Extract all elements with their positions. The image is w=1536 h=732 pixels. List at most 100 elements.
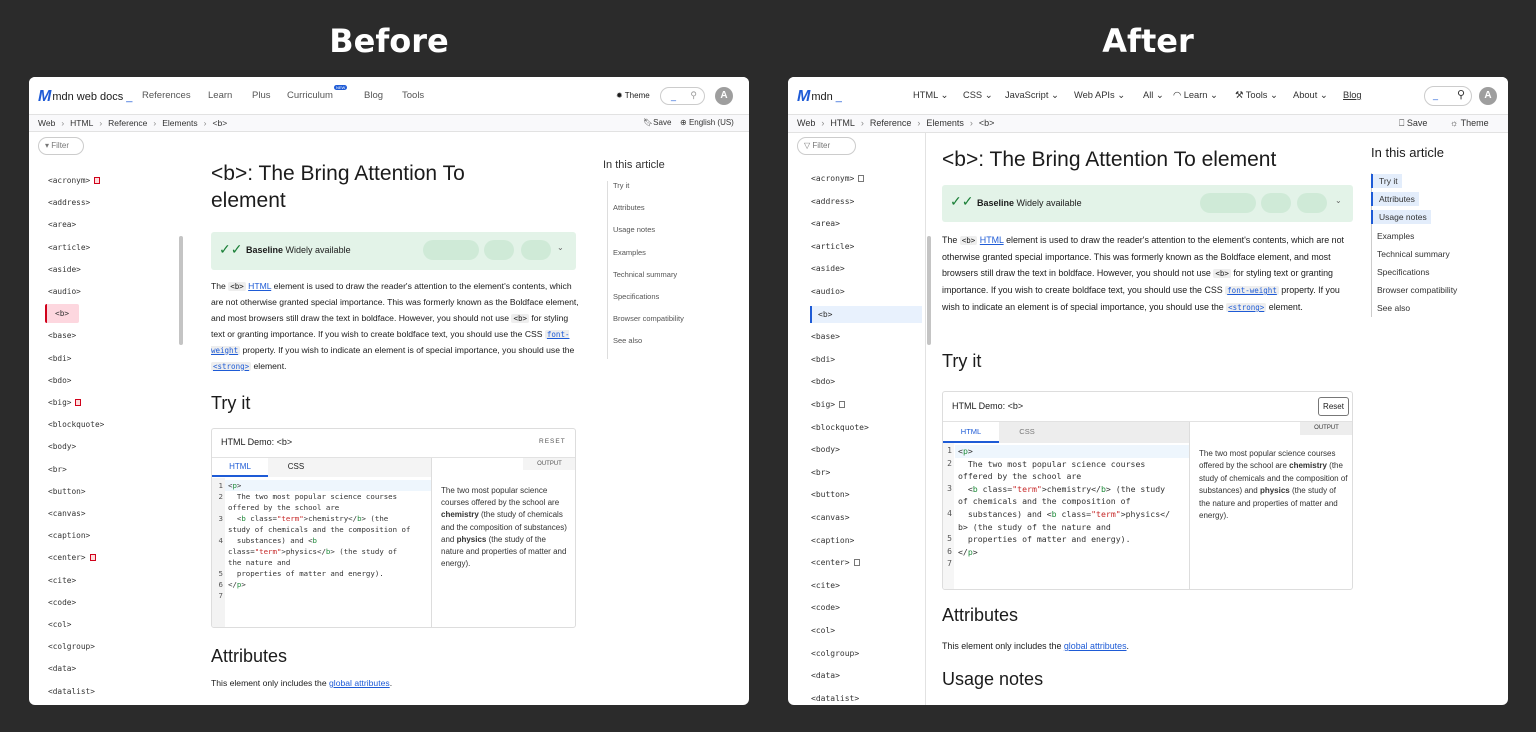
sidebar-item-cite[interactable]: <cite> (811, 580, 840, 590)
reset-button[interactable]: RESET (539, 438, 566, 445)
breadcrumb-html[interactable]: HTML (830, 118, 855, 128)
sidebar-item-big[interactable]: <big> (48, 398, 82, 407)
toc-item-see-also[interactable]: See also (1377, 303, 1411, 314)
nav-about[interactable]: About ⌄ (1293, 90, 1328, 100)
chevron-down-icon[interactable]: ⌄ (1335, 196, 1342, 205)
link-strong[interactable]: <strong> (211, 361, 252, 371)
breadcrumb-reference[interactable]: Reference (869, 118, 912, 128)
sidebar-item-bdo[interactable]: <bdo> (811, 377, 836, 387)
avatar[interactable]: A (1479, 87, 1497, 105)
link-font-weight[interactable]: font-weight (211, 329, 570, 355)
sidebar-item-address[interactable]: <address> (811, 196, 855, 206)
nav-references[interactable]: References (142, 90, 191, 101)
avatar[interactable]: A (715, 87, 733, 105)
toc-item-try-it[interactable]: Try it (613, 181, 630, 190)
nav-plus[interactable]: Plus (252, 90, 271, 101)
toc-item-specifications[interactable]: Specifications (1377, 267, 1430, 277)
toc-item-usage-notes[interactable]: Usage notes (613, 225, 656, 235)
nav-blog[interactable]: Blog (364, 90, 384, 101)
code-editor[interactable]: <p> The two most popular science courses… (958, 445, 1170, 571)
sidebar-item-button[interactable]: <button> (48, 486, 86, 496)
link-font-weight[interactable]: font-weight (1225, 285, 1279, 295)
sidebar-item-base[interactable]: <base> (48, 331, 77, 341)
sidebar-item-bdi[interactable]: <bdi> (811, 354, 836, 364)
link-strong[interactable]: <strong> (1226, 302, 1267, 312)
nav-all[interactable]: All ⌄ (1143, 90, 1164, 100)
toc-item-attributes[interactable]: Attributes (1371, 192, 1419, 207)
sidebar-item-blockquote[interactable]: <blockquote> (48, 420, 105, 430)
code-editor[interactable]: <p> The two most popular science courses… (228, 480, 410, 601)
sidebar-item-datalist[interactable]: <datalist> (811, 693, 860, 703)
toc-item-examples[interactable]: Examples (613, 247, 646, 257)
sidebar-scrollbar[interactable] (179, 236, 183, 345)
sidebar-item-datalist[interactable]: <datalist> (48, 686, 95, 696)
nav-web-apis[interactable]: Web APIs ⌄ (1074, 90, 1126, 100)
chevron-down-icon[interactable]: ⌄ (557, 243, 564, 252)
tab-css[interactable]: CSS (268, 458, 324, 477)
sidebar-item-canvas[interactable]: <canvas> (811, 513, 850, 522)
sidebar-item-caption[interactable]: <caption> (811, 535, 855, 545)
theme-button[interactable]: ☼ Theme (1450, 118, 1489, 128)
sidebar-item-colgroup[interactable]: <colgroup> (48, 642, 95, 652)
global-attributes-link[interactable]: global attributes (329, 678, 390, 688)
toc-item-see-also[interactable]: See also (613, 336, 643, 346)
baseline-banner[interactable]: ✓✓ Baseline Widely available ⌄ (211, 232, 576, 270)
toc-item-specifications[interactable]: Specifications (613, 292, 660, 301)
sidebar-item-code[interactable]: <code> (48, 597, 77, 607)
link-html[interactable]: HTML (248, 281, 272, 291)
sidebar-item-body[interactable]: <body> (811, 445, 840, 455)
sidebar-item-center[interactable]: <center> (48, 553, 96, 562)
sidebar-item-col[interactable]: <col> (811, 626, 836, 635)
sidebar-item-col[interactable]: <col> (48, 620, 72, 629)
tab-html[interactable]: HTML (943, 422, 999, 443)
search-input[interactable]: _ ⚲ (1424, 86, 1472, 106)
baseline-banner[interactable]: ✓✓ Baseline Widely available ⌄ (942, 185, 1353, 222)
sidebar-item-bdi[interactable]: <bdi> (48, 353, 72, 363)
toc-item-examples[interactable]: Examples (1377, 230, 1415, 241)
toc-item-browser-compatibility[interactable]: Browser compatibility (1377, 285, 1458, 296)
sidebar-item-body[interactable]: <body> (48, 442, 77, 452)
global-attributes-link[interactable]: global attributes (1063, 641, 1127, 651)
search-input[interactable]: _ ⚲ (660, 87, 705, 105)
sidebar-item-article[interactable]: <article> (811, 241, 855, 251)
save-button[interactable]: 🔖︎Save (643, 118, 672, 127)
sidebar-item-base[interactable]: <base> (811, 332, 840, 342)
sidebar-item-bdo[interactable]: <bdo> (48, 375, 72, 385)
sidebar-item-acronym[interactable]: <acronym> (48, 176, 101, 185)
breadcrumb-web[interactable]: Web (797, 118, 816, 128)
filter-input[interactable]: ▽ Filter (797, 137, 856, 155)
sidebar-item-b[interactable]: <b> (810, 305, 923, 323)
nav-blog[interactable]: Blog (1343, 90, 1362, 100)
sidebar-item-button[interactable]: <button> (811, 490, 850, 500)
reset-button[interactable]: Reset (1318, 397, 1349, 416)
sidebar-item-audio[interactable]: <audio> (48, 287, 81, 296)
toc-item-browser-compatibility[interactable]: Browser compatibility (613, 314, 684, 324)
sidebar-item-canvas[interactable]: <canvas> (48, 509, 86, 518)
sidebar-item-aside[interactable]: <aside> (48, 264, 81, 274)
sidebar-item-caption[interactable]: <caption> (48, 531, 91, 541)
breadcrumb-b[interactable]: <b> (978, 118, 995, 128)
sidebar-item-area[interactable]: <area> (811, 219, 840, 229)
breadcrumb-b[interactable]: <b> (212, 118, 228, 128)
sidebar-item-br[interactable]: <br> (48, 464, 67, 474)
sidebar-item-blockquote[interactable]: <blockquote> (811, 422, 869, 432)
nav-learn[interactable]: ◠ Learn ⌄ (1173, 90, 1218, 100)
nav-tools[interactable]: Tools (402, 90, 425, 101)
nav-css[interactable]: CSS ⌄ (963, 90, 993, 100)
nav-learn[interactable]: Learn (208, 90, 233, 101)
link-html[interactable]: HTML (979, 235, 1004, 245)
tab-html[interactable]: HTML (212, 458, 268, 477)
sidebar-item-data[interactable]: <data> (811, 671, 840, 681)
nav-curriculum[interactable]: Curriculum NEW (287, 85, 348, 101)
toc-item-technical-summary[interactable]: Technical summary (613, 269, 678, 279)
toc-item-try-it[interactable]: Try it (1371, 174, 1402, 188)
breadcrumb-html[interactable]: HTML (70, 118, 94, 128)
sidebar-item-aside[interactable]: <aside> (811, 264, 845, 274)
sidebar-item-code[interactable]: <code> (811, 603, 840, 613)
sidebar-item-big[interactable]: <big> (811, 400, 846, 409)
sidebar-item-b[interactable]: <b> (45, 304, 80, 324)
save-button[interactable]: ⎕ Save (1399, 118, 1428, 128)
breadcrumb-reference[interactable]: Reference (108, 118, 148, 128)
